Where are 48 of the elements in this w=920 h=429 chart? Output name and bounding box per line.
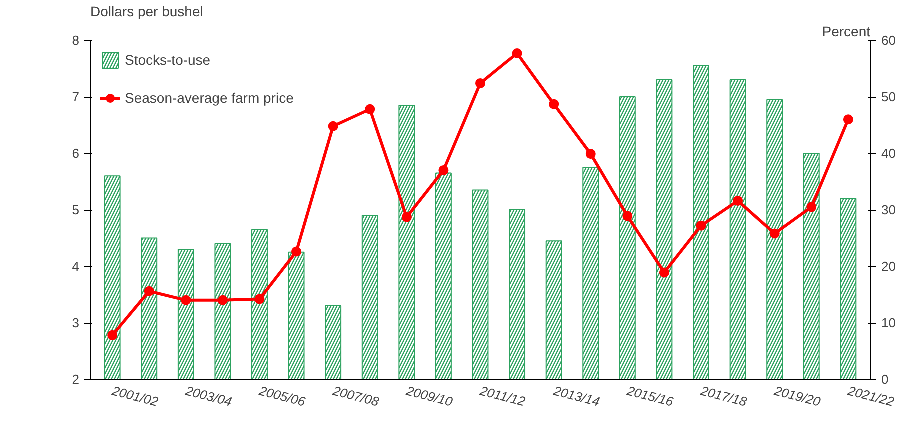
y-tick-label: 2 (72, 372, 80, 387)
point (549, 99, 560, 110)
x-tick-label: 2019/20 (772, 382, 823, 410)
point (438, 165, 449, 176)
y2-tick-label: 50 (882, 90, 896, 104)
y2-tick-label: 20 (882, 259, 896, 274)
y2-tick-label: 60 (882, 33, 896, 48)
x-tick-label: 2017/18 (698, 382, 750, 410)
x-tick-label: 2003/04 (183, 382, 234, 410)
y-tick-label: 5 (72, 202, 80, 218)
x-tick-label: 2009/10 (404, 382, 456, 410)
x-tick-label: 2001/02 (110, 382, 161, 410)
point (218, 295, 228, 306)
y-axis-title: Dollars per bushel (90, 4, 204, 20)
y2-axis-title: Percent (822, 24, 871, 40)
point (659, 268, 670, 278)
point (144, 286, 154, 296)
x-tick-label: 2011/12 (478, 382, 528, 410)
point (733, 196, 744, 206)
x-tick-label: 2007/08 (330, 382, 382, 410)
x-tick-label: 2013/14 (551, 382, 602, 410)
y-tick-label: 8 (72, 33, 80, 48)
y-tick-label: 7 (72, 90, 80, 104)
point (622, 211, 633, 222)
x-tick-label: 2015/16 (624, 382, 676, 410)
point (365, 104, 376, 114)
y2-tick-label: 40 (882, 146, 896, 161)
point (108, 330, 118, 340)
point (512, 48, 522, 58)
y-tick-label: 6 (72, 146, 80, 161)
point (696, 220, 706, 231)
legend-label: Stocks-to-use (125, 52, 211, 68)
point (254, 294, 265, 304)
legend-label: Season-average farm price (125, 90, 294, 106)
point (806, 202, 817, 212)
point (843, 114, 854, 125)
x-tick-label: 2005/06 (256, 382, 308, 410)
y-tick-label: 4 (72, 259, 80, 274)
point (476, 78, 486, 88)
y2-tick-label: 10 (882, 316, 896, 330)
point (292, 246, 302, 257)
point (402, 212, 412, 222)
point (328, 121, 338, 132)
point (586, 149, 596, 160)
point (181, 295, 192, 306)
y-tick-label: 3 (72, 316, 80, 330)
y2-tick-label: 30 (882, 202, 896, 218)
point (770, 228, 780, 239)
